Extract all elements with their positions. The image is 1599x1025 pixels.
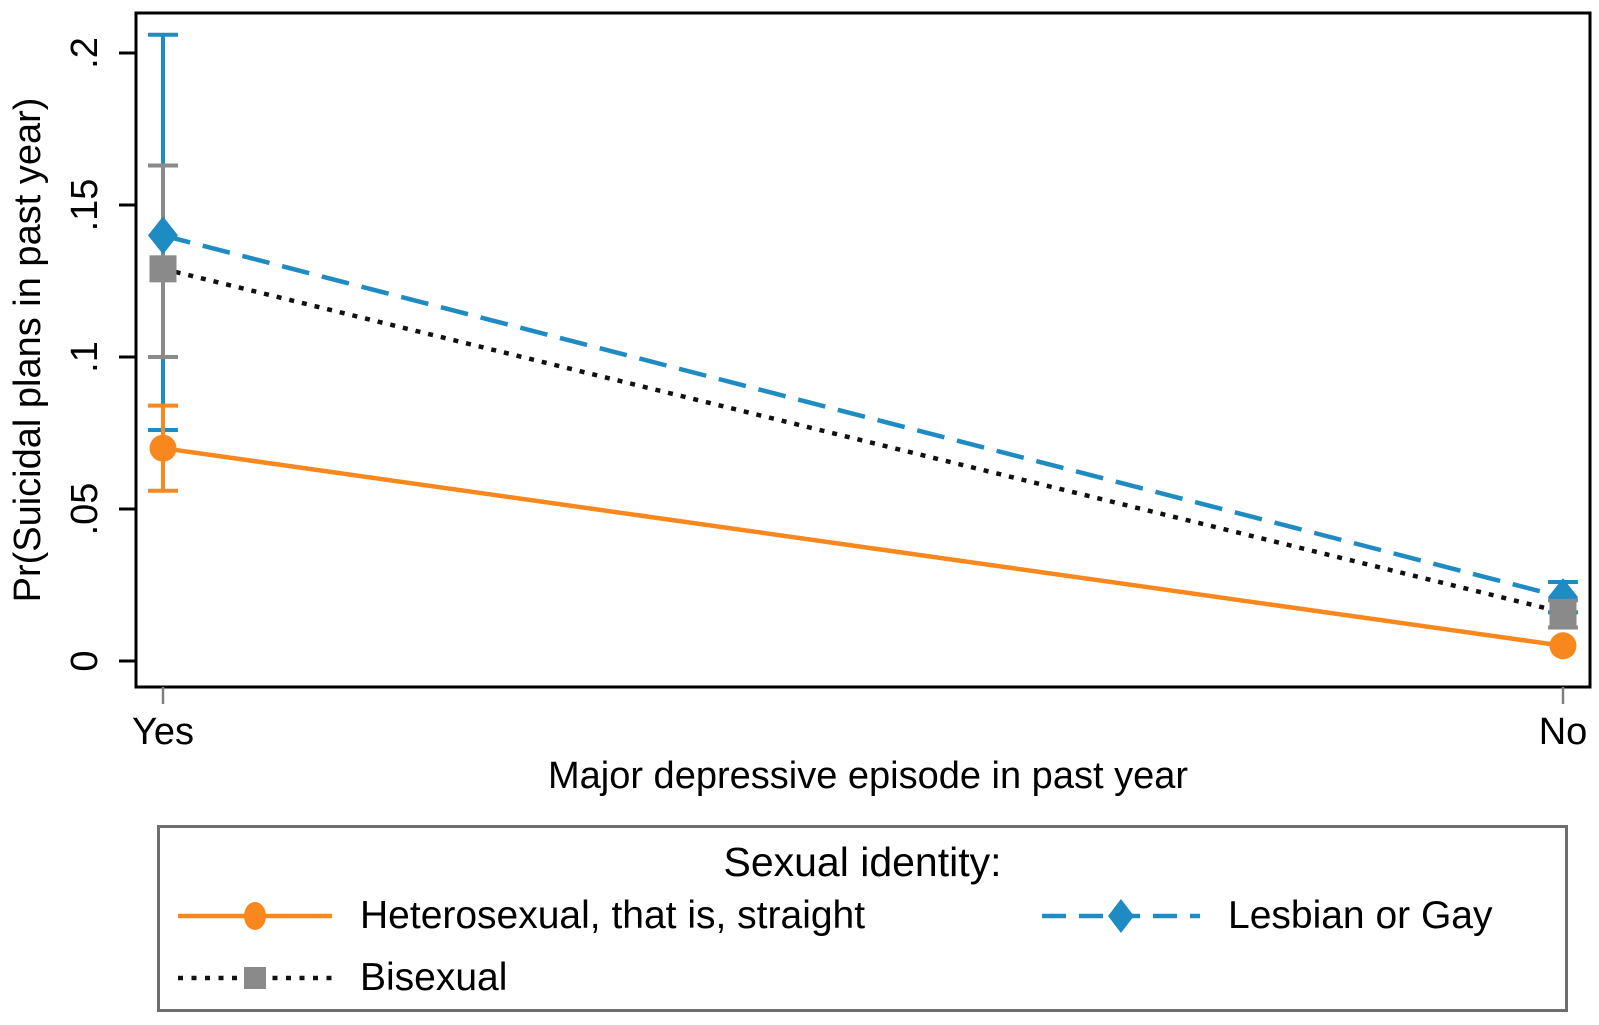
- data-point-marker: [244, 967, 266, 989]
- data-point-marker: [149, 434, 177, 462]
- axis-ticks: 0 .05 .1 .15 .2 Yes No: [64, 37, 1587, 753]
- x-tick-label: Yes: [132, 711, 194, 753]
- x-axis-title: Major depressive episode in past year: [548, 755, 1188, 797]
- data-point-marker: [1549, 598, 1577, 626]
- y-tick-label: 0: [64, 650, 106, 671]
- chart-canvas: 0 .05 .1 .15 .2 Yes No Major depressive episod…: [7, 11, 1592, 797]
- y-axis-title: Pr(Suicidal plans in past year): [7, 98, 49, 603]
- y-tick-label: .1: [64, 341, 106, 373]
- data-series-layer: [148, 32, 1578, 660]
- legend-label-lesbian-gay: Lesbian or Gay: [1228, 894, 1493, 937]
- y-tick-label: .05: [64, 483, 106, 536]
- data-point-marker: [1108, 899, 1134, 933]
- data-point-marker: [244, 902, 266, 930]
- x-tick-label: No: [1539, 711, 1588, 753]
- heterosexual-line-circle-icon: [178, 902, 332, 930]
- series-line: [162, 266, 1564, 615]
- legend-label-heterosexual: Heterosexual, that is, straight: [360, 894, 866, 937]
- y-tick-label: .2: [64, 37, 106, 69]
- series-line: [162, 445, 1564, 649]
- data-point-marker: [149, 255, 177, 283]
- legend-entry-heterosexual: Heterosexual, that is, straight: [176, 894, 865, 938]
- y-tick-label: .15: [64, 179, 106, 232]
- legend-entry-lesbian-gay: Lesbian or Gay: [1040, 894, 1493, 938]
- data-point-marker: [148, 216, 178, 255]
- plot-area: [134, 11, 1592, 689]
- legend-title: Sexual identity:: [723, 839, 1002, 885]
- legend-label-bisexual: Bisexual: [360, 956, 508, 999]
- legend-entry-bisexual: Bisexual: [176, 956, 507, 1000]
- data-point-marker: [1549, 632, 1577, 660]
- legend: Sexual identity: Heterosexual, that is, …: [157, 825, 1568, 1012]
- series-line: [162, 233, 1564, 600]
- lesbian-gay-line-diamond-icon: [1042, 899, 1200, 933]
- bisexual-line-square-icon: [178, 967, 332, 989]
